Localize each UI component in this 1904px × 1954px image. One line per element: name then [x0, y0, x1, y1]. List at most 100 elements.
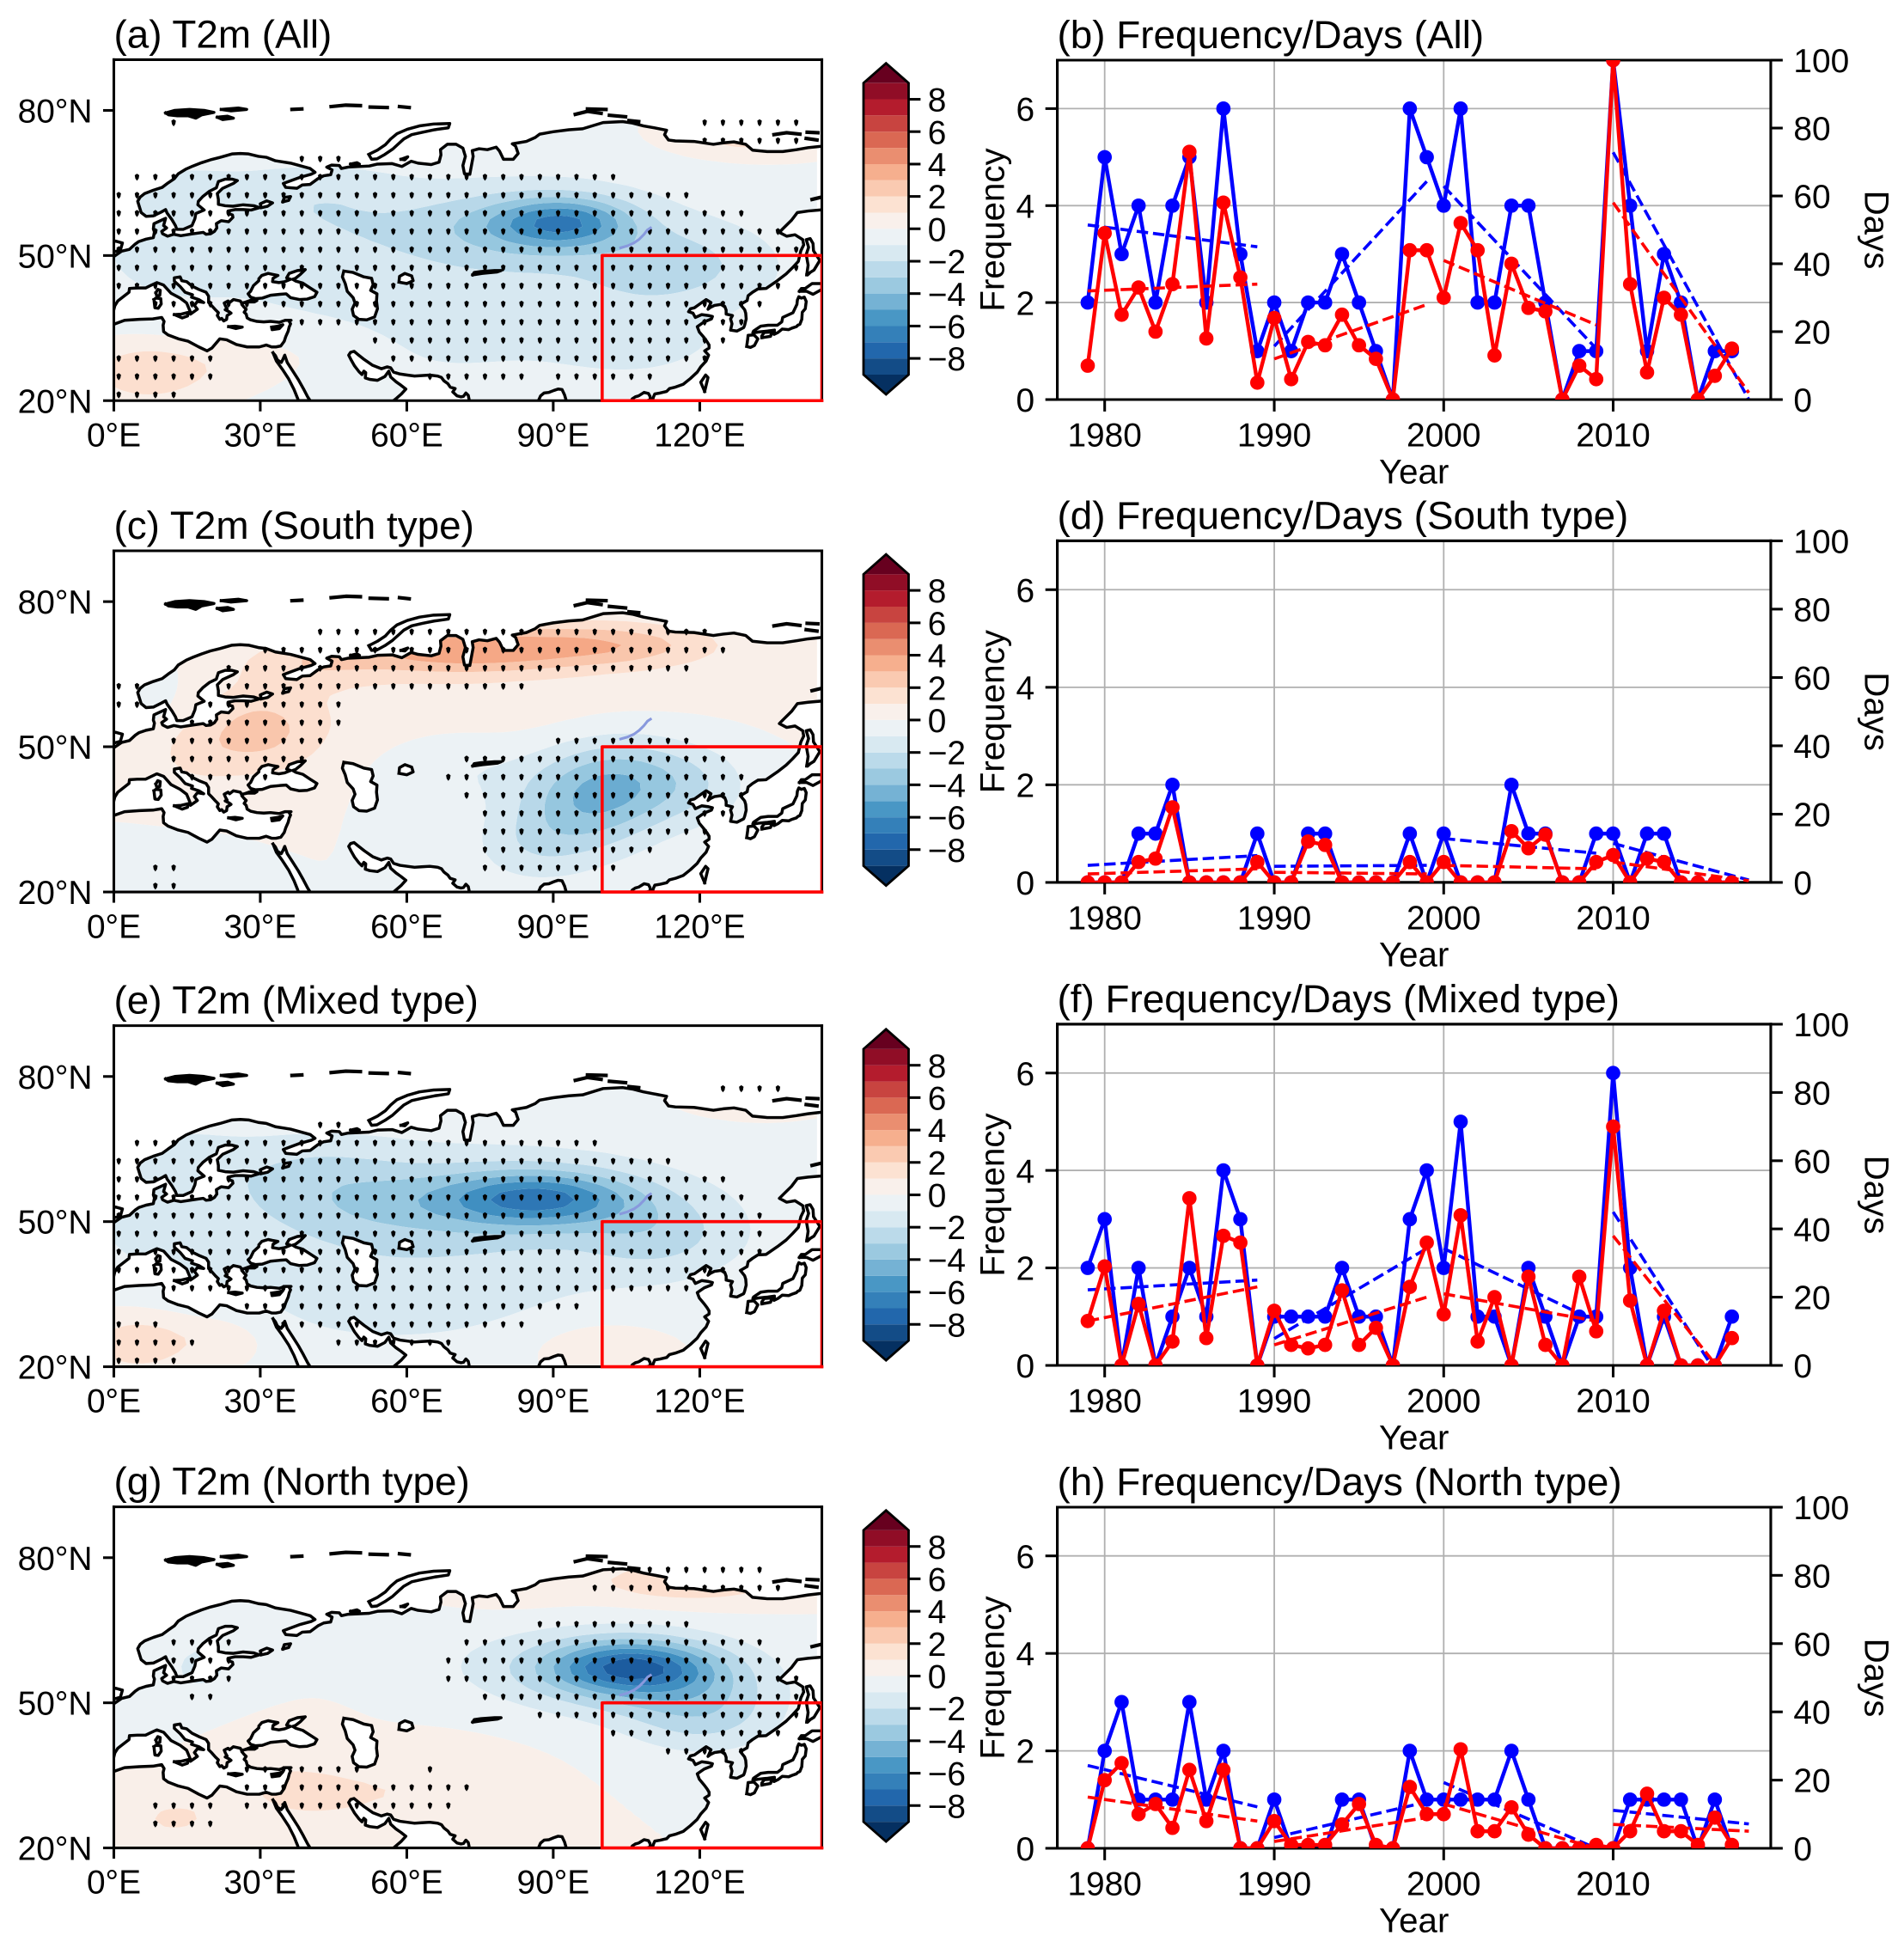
svg-text:50°N: 50°N [18, 730, 93, 766]
svg-text:50°N: 50°N [18, 1686, 93, 1723]
svg-text:60°E: 60°E [370, 417, 443, 454]
svg-text:4: 4 [1016, 670, 1035, 707]
svg-text:−8: −8 [928, 341, 966, 378]
svg-text:2000: 2000 [1407, 1866, 1480, 1903]
svg-text:6: 6 [1016, 1056, 1035, 1093]
svg-text:6: 6 [928, 606, 947, 643]
svg-text:6: 6 [928, 1081, 947, 1118]
svg-text:80: 80 [1793, 111, 1830, 148]
svg-text:(e) T2m (Mixed type): (e) T2m (Mixed type) [114, 979, 479, 1023]
svg-text:30°E: 30°E [224, 1383, 297, 1420]
svg-text:20: 20 [1793, 1763, 1830, 1800]
svg-text:90°E: 90°E [517, 908, 590, 945]
svg-text:90°E: 90°E [517, 1865, 590, 1902]
svg-text:4: 4 [928, 1113, 947, 1150]
svg-text:6: 6 [928, 1562, 947, 1599]
svg-text:0: 0 [1016, 865, 1035, 902]
svg-text:20°N: 20°N [18, 1831, 93, 1868]
svg-text:80°N: 80°N [18, 1059, 93, 1096]
svg-text:1990: 1990 [1237, 1383, 1311, 1420]
svg-text:20: 20 [1793, 314, 1830, 351]
svg-text:0: 0 [928, 1659, 947, 1696]
svg-text:0: 0 [1016, 1348, 1035, 1385]
svg-text:2: 2 [928, 1627, 947, 1664]
svg-text:60°E: 60°E [370, 1383, 443, 1420]
svg-text:Year: Year [1379, 452, 1449, 491]
svg-text:120°E: 120°E [654, 1865, 745, 1902]
svg-text:2000: 2000 [1407, 1383, 1480, 1420]
svg-text:−6: −6 [928, 1275, 966, 1312]
svg-text:2: 2 [1016, 285, 1035, 322]
svg-text:30°E: 30°E [224, 908, 297, 945]
svg-text:−2: −2 [928, 1210, 966, 1247]
svg-text:40: 40 [1793, 729, 1830, 766]
svg-text:0: 0 [1016, 1831, 1035, 1868]
svg-text:−4: −4 [928, 768, 966, 805]
svg-text:120°E: 120°E [654, 908, 745, 945]
svg-text:4: 4 [1016, 1636, 1035, 1673]
svg-text:Frequency: Frequency [973, 1112, 1012, 1276]
svg-text:0: 0 [928, 703, 947, 740]
svg-text:80°N: 80°N [18, 584, 93, 621]
svg-text:60°E: 60°E [370, 1865, 443, 1902]
svg-text:4: 4 [1016, 188, 1035, 225]
svg-text:−4: −4 [928, 1243, 966, 1279]
svg-text:2000: 2000 [1407, 901, 1480, 937]
svg-text:30°E: 30°E [224, 417, 297, 454]
svg-text:6: 6 [1016, 1539, 1035, 1576]
svg-text:120°E: 120°E [654, 1383, 745, 1420]
svg-text:−6: −6 [928, 308, 966, 345]
svg-text:40: 40 [1793, 247, 1830, 284]
svg-text:Year: Year [1379, 1418, 1449, 1456]
svg-text:(h) Frequency/Days (North type: (h) Frequency/Days (North type) [1058, 1460, 1622, 1504]
svg-text:0: 0 [1793, 1348, 1812, 1385]
svg-text:6: 6 [1016, 572, 1035, 609]
svg-text:−2: −2 [928, 736, 966, 772]
svg-text:Days: Days [1857, 1156, 1895, 1235]
svg-text:100: 100 [1793, 1007, 1849, 1044]
svg-text:4: 4 [1016, 1153, 1035, 1190]
svg-text:60: 60 [1793, 1627, 1830, 1664]
svg-text:100: 100 [1793, 523, 1849, 560]
svg-text:−8: −8 [928, 833, 966, 870]
svg-text:40: 40 [1793, 1694, 1830, 1731]
svg-text:0: 0 [1793, 1831, 1812, 1868]
svg-text:20°N: 20°N [18, 875, 93, 912]
svg-text:4: 4 [928, 147, 947, 184]
svg-text:6: 6 [928, 114, 947, 151]
svg-text:−4: −4 [928, 1724, 966, 1761]
svg-text:60°E: 60°E [370, 908, 443, 945]
svg-text:Frequency: Frequency [973, 147, 1012, 311]
svg-text:2: 2 [928, 180, 947, 217]
svg-text:60: 60 [1793, 1144, 1830, 1181]
svg-text:2: 2 [928, 670, 947, 707]
svg-text:1990: 1990 [1237, 901, 1311, 937]
svg-text:(a) T2m (All): (a) T2m (All) [114, 13, 333, 57]
svg-text:1980: 1980 [1067, 1866, 1141, 1903]
svg-text:1990: 1990 [1237, 418, 1311, 455]
svg-text:100: 100 [1793, 1490, 1849, 1527]
svg-text:1990: 1990 [1237, 1866, 1311, 1903]
svg-text:80°N: 80°N [18, 94, 93, 131]
svg-text:2: 2 [1016, 768, 1035, 805]
svg-text:−2: −2 [928, 244, 966, 281]
svg-text:6: 6 [1016, 92, 1035, 129]
svg-text:2010: 2010 [1576, 418, 1650, 455]
svg-text:120°E: 120°E [654, 417, 745, 454]
svg-text:2010: 2010 [1576, 1383, 1650, 1420]
svg-text:60: 60 [1793, 179, 1830, 216]
svg-text:Frequency: Frequency [973, 1595, 1012, 1759]
svg-text:Frequency: Frequency [973, 629, 1012, 793]
svg-text:Year: Year [1379, 935, 1449, 974]
svg-text:0: 0 [1016, 382, 1035, 419]
svg-text:0°E: 0°E [87, 908, 141, 945]
svg-text:40: 40 [1793, 1212, 1830, 1249]
svg-text:−8: −8 [928, 1307, 966, 1344]
svg-text:−8: −8 [928, 1788, 966, 1825]
svg-text:0: 0 [928, 211, 947, 248]
svg-text:(f) Frequency/Days (Mixed type: (f) Frequency/Days (Mixed type) [1058, 977, 1620, 1021]
svg-text:2000: 2000 [1407, 418, 1480, 455]
svg-text:8: 8 [928, 573, 947, 610]
svg-text:(b) Frequency/Days (All): (b) Frequency/Days (All) [1058, 13, 1485, 57]
svg-text:2: 2 [928, 1145, 947, 1182]
